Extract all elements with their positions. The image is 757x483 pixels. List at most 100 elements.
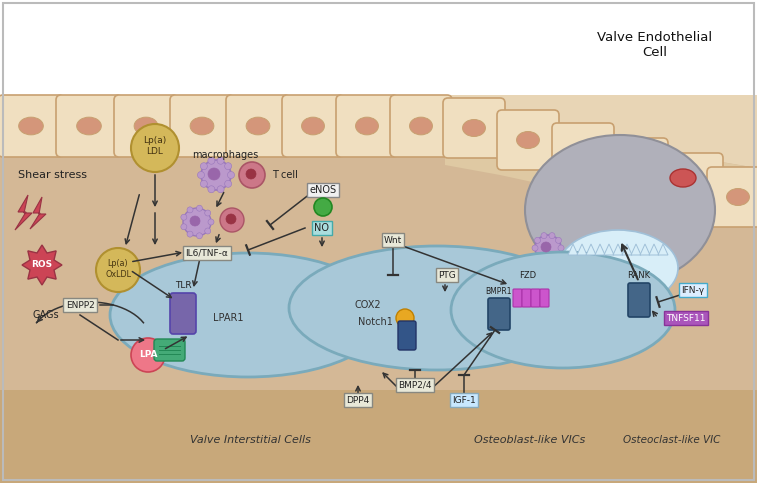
Text: Lp(a)
OxLDL: Lp(a) OxLDL: [105, 259, 131, 279]
Polygon shape: [0, 95, 757, 225]
Circle shape: [131, 338, 165, 372]
Circle shape: [187, 231, 193, 237]
Polygon shape: [640, 244, 650, 255]
Ellipse shape: [681, 174, 703, 191]
FancyBboxPatch shape: [540, 289, 549, 307]
Text: ENPP2: ENPP2: [66, 300, 95, 310]
FancyBboxPatch shape: [661, 153, 723, 213]
Polygon shape: [568, 244, 578, 255]
Text: T cell: T cell: [272, 170, 298, 180]
Circle shape: [204, 210, 210, 216]
Text: RANK: RANK: [628, 271, 650, 280]
FancyBboxPatch shape: [707, 167, 757, 227]
FancyBboxPatch shape: [443, 98, 505, 158]
Circle shape: [226, 214, 236, 224]
Ellipse shape: [572, 144, 594, 161]
Circle shape: [217, 186, 224, 193]
Ellipse shape: [451, 252, 675, 368]
Ellipse shape: [246, 117, 270, 135]
FancyBboxPatch shape: [497, 110, 559, 170]
Ellipse shape: [301, 117, 325, 135]
Circle shape: [190, 216, 200, 226]
Circle shape: [204, 228, 210, 234]
Circle shape: [541, 242, 551, 252]
FancyBboxPatch shape: [170, 95, 234, 157]
Circle shape: [187, 207, 193, 213]
Circle shape: [556, 253, 562, 258]
Ellipse shape: [190, 117, 214, 135]
Text: IGF-1: IGF-1: [452, 396, 476, 404]
Circle shape: [228, 171, 235, 179]
Circle shape: [535, 235, 561, 261]
Circle shape: [198, 171, 204, 179]
Text: DPP4: DPP4: [347, 396, 369, 404]
Text: BMPR1: BMPR1: [486, 287, 512, 296]
Circle shape: [181, 214, 187, 220]
Text: FZD: FZD: [519, 271, 537, 280]
Polygon shape: [586, 244, 596, 255]
Circle shape: [549, 233, 555, 239]
Circle shape: [208, 219, 214, 225]
Circle shape: [225, 163, 232, 170]
Text: Osteoblast-like VICs: Osteoblast-like VICs: [475, 435, 586, 445]
Polygon shape: [613, 244, 623, 255]
Ellipse shape: [134, 117, 158, 135]
Polygon shape: [0, 390, 757, 483]
FancyBboxPatch shape: [513, 289, 522, 307]
FancyBboxPatch shape: [531, 289, 540, 307]
FancyBboxPatch shape: [56, 95, 122, 157]
Polygon shape: [0, 95, 757, 483]
Text: Lp(a)
LDL: Lp(a) LDL: [143, 136, 167, 156]
Text: IL6/TNF-α: IL6/TNF-α: [185, 248, 229, 257]
Ellipse shape: [410, 117, 432, 135]
Ellipse shape: [110, 253, 386, 377]
Polygon shape: [649, 244, 659, 255]
Ellipse shape: [289, 246, 585, 370]
Circle shape: [183, 208, 211, 236]
Circle shape: [564, 281, 576, 293]
Ellipse shape: [516, 131, 540, 148]
Circle shape: [577, 288, 589, 300]
Circle shape: [131, 124, 179, 172]
FancyBboxPatch shape: [488, 298, 510, 330]
Text: BMP2/4: BMP2/4: [398, 381, 431, 389]
Circle shape: [96, 248, 140, 292]
Text: eNOS: eNOS: [310, 185, 337, 195]
FancyBboxPatch shape: [154, 339, 185, 361]
FancyBboxPatch shape: [390, 95, 452, 157]
Polygon shape: [595, 244, 605, 255]
Ellipse shape: [625, 159, 649, 176]
Circle shape: [196, 233, 202, 239]
Circle shape: [534, 237, 540, 243]
Text: TLR: TLR: [175, 281, 192, 290]
Circle shape: [314, 198, 332, 216]
Ellipse shape: [670, 169, 696, 187]
Polygon shape: [0, 95, 757, 168]
Circle shape: [396, 309, 414, 327]
Text: TNFSF11: TNFSF11: [666, 313, 706, 323]
Circle shape: [541, 233, 547, 239]
Circle shape: [201, 163, 207, 170]
Text: PTG: PTG: [438, 270, 456, 280]
Text: LPAR1: LPAR1: [213, 313, 243, 323]
Ellipse shape: [525, 135, 715, 285]
FancyBboxPatch shape: [398, 321, 416, 350]
FancyBboxPatch shape: [282, 95, 344, 157]
Circle shape: [556, 237, 562, 243]
Circle shape: [220, 208, 244, 232]
FancyBboxPatch shape: [170, 293, 196, 334]
Circle shape: [181, 224, 187, 230]
Text: Valve Endothelial
Cell: Valve Endothelial Cell: [597, 31, 712, 59]
Text: Wnt: Wnt: [384, 236, 402, 244]
Text: Osteoclast-like VIC: Osteoclast-like VIC: [623, 435, 721, 445]
Text: macrophages: macrophages: [192, 150, 258, 160]
FancyBboxPatch shape: [606, 138, 668, 198]
Ellipse shape: [76, 117, 101, 135]
Circle shape: [239, 162, 265, 188]
Circle shape: [201, 160, 231, 190]
FancyBboxPatch shape: [552, 123, 614, 183]
Circle shape: [541, 257, 547, 263]
Circle shape: [225, 180, 232, 187]
Polygon shape: [604, 244, 614, 255]
Circle shape: [208, 186, 215, 193]
